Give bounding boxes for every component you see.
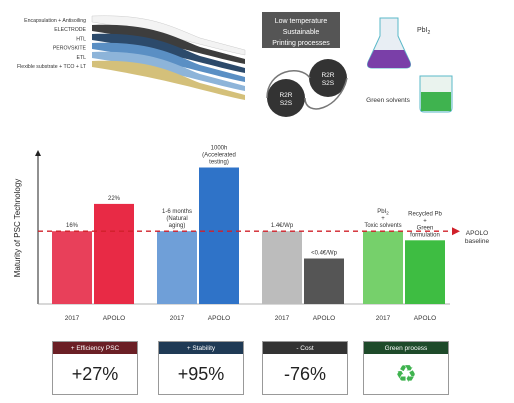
bar-label: Toxic solvents (364, 223, 401, 229)
beaker-liquid (421, 92, 451, 111)
bar-label: PbI2 (377, 209, 389, 216)
x-tick-label: 2017 (376, 315, 391, 322)
summary-box: + Efficiency PSC +27% (52, 341, 138, 395)
summary-value: +27% (71, 363, 119, 384)
bar-label: 1.4€/Wp (271, 223, 294, 229)
bar (262, 231, 302, 304)
bar (157, 231, 197, 304)
roller-left (267, 79, 305, 117)
layer-label: PEROVSKITE (53, 46, 87, 52)
layer-label: HTL (76, 36, 86, 42)
summary-value: +95% (177, 363, 225, 384)
x-tick-label: 2017 (275, 315, 290, 322)
bar-label: (Natural (166, 216, 187, 222)
baseline-arrow (452, 227, 460, 236)
x-tick-label: APOLO (103, 315, 125, 322)
x-tick-label: APOLO (414, 315, 436, 322)
summary-box: - Cost -76% (262, 341, 348, 395)
y-axis-label: Maturity of PSC Technology (13, 179, 22, 278)
flask-liquid (367, 50, 411, 68)
layer-stack (91, 15, 246, 100)
x-tick-label: 2017 (65, 315, 80, 322)
layer-label: Encapsulation + Antisoiling (24, 18, 86, 24)
roller-band (266, 69, 311, 99)
bar-label: aging) (169, 223, 186, 229)
summary-title: + Stability (159, 342, 243, 354)
summary-title: - Cost (263, 342, 347, 354)
summary-box: Green process ♻ (363, 341, 449, 395)
printing-box-text: Low temperature (275, 18, 328, 25)
bar-label: 1-6 months (162, 209, 192, 215)
roller-text: S2S (280, 100, 293, 107)
summary-box: + Stability +95% (158, 341, 244, 395)
bar-label: Green (417, 225, 434, 231)
recycle-icon: ♻ (395, 360, 417, 388)
baseline-label: baseline (465, 238, 490, 245)
printing-box (262, 12, 340, 48)
green-solvents-label: Green solvents (366, 97, 410, 104)
layer-label: Flexible substrate + TCO + LT (17, 64, 87, 70)
bar-label: formulation (410, 232, 440, 238)
layer-label: ETL (76, 55, 86, 61)
bar (52, 231, 92, 304)
bar-label: + (381, 216, 385, 222)
bar-label: Recycled Pb (408, 211, 442, 217)
x-tick-label: APOLO (208, 315, 230, 322)
summary-title: + Efficiency PSC (53, 342, 137, 354)
layer-band (92, 60, 245, 100)
roller-text: R2R (321, 72, 334, 79)
pbi-label: PbI2 (417, 27, 431, 36)
bar-label: + (423, 218, 427, 224)
bar (405, 240, 445, 304)
x-tick-label: 2017 (170, 315, 185, 322)
bar (363, 231, 403, 304)
roller-text: S2S (322, 80, 335, 87)
summary-title: Green process (364, 342, 448, 354)
bar-label: testing) (209, 160, 229, 166)
printing-box-text: Printing processes (272, 40, 330, 47)
bar-label: 16% (66, 223, 79, 229)
roller-text: R2R (279, 92, 292, 99)
bar-label: 22% (108, 196, 121, 202)
bar-label: (Accelerated (202, 153, 236, 159)
baseline-label: APOLO (466, 230, 488, 237)
bar (199, 167, 239, 304)
roller-band (304, 77, 348, 110)
x-tick-label: APOLO (313, 315, 335, 322)
summary-value: -76% (283, 363, 327, 384)
roller-right (309, 59, 347, 97)
bar (94, 203, 134, 304)
printing-box-text: Sustainable (283, 29, 320, 36)
bar-label: 1000h (211, 146, 228, 152)
y-axis-arrow (35, 150, 41, 156)
bar-label: <0.4€/Wp (311, 251, 338, 257)
layer-label: ELECTRODE (54, 27, 86, 33)
bar (304, 258, 344, 304)
